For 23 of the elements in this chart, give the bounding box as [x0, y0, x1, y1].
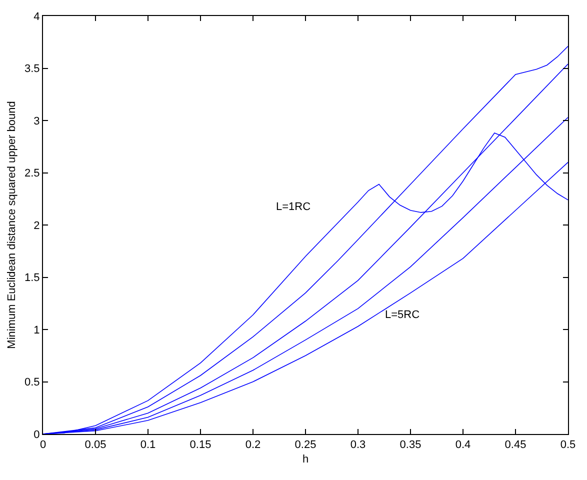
x-tick-label: 0.1 [140, 439, 156, 452]
x-tick-label: 0.15 [190, 439, 212, 452]
x-tick-label: 0.2 [245, 439, 261, 452]
x-tick-label: 0.25 [294, 439, 316, 452]
x-tick-label: 0.05 [84, 439, 106, 452]
y-tick-label: 4 [34, 10, 40, 23]
y-tick-label: 1 [34, 324, 40, 336]
y-tick-label: 3.5 [24, 63, 40, 76]
y-tick-label: 3 [34, 115, 40, 128]
x-tick-label: 0.5 [560, 439, 576, 452]
y-tick-label: 2.5 [24, 168, 40, 180]
x-tick-label: 0.45 [504, 439, 526, 452]
x-tick-label: 0.3 [350, 439, 366, 452]
y-tick-label: 1.5 [24, 272, 40, 284]
annotation: L=1RC [276, 201, 311, 213]
y-tick-label: 2 [34, 220, 40, 232]
x-tick-label: 0.35 [400, 439, 422, 452]
y-tick-label: 0.5 [24, 376, 40, 389]
x-axis-title: h [302, 453, 309, 466]
y-axis-title: Minimum Euclidean distance squared upper bound [6, 101, 18, 349]
annotation: L=5RC [385, 309, 420, 321]
y-tick-label: 0 [34, 428, 40, 441]
x-tick-label: 0.4 [455, 439, 471, 452]
